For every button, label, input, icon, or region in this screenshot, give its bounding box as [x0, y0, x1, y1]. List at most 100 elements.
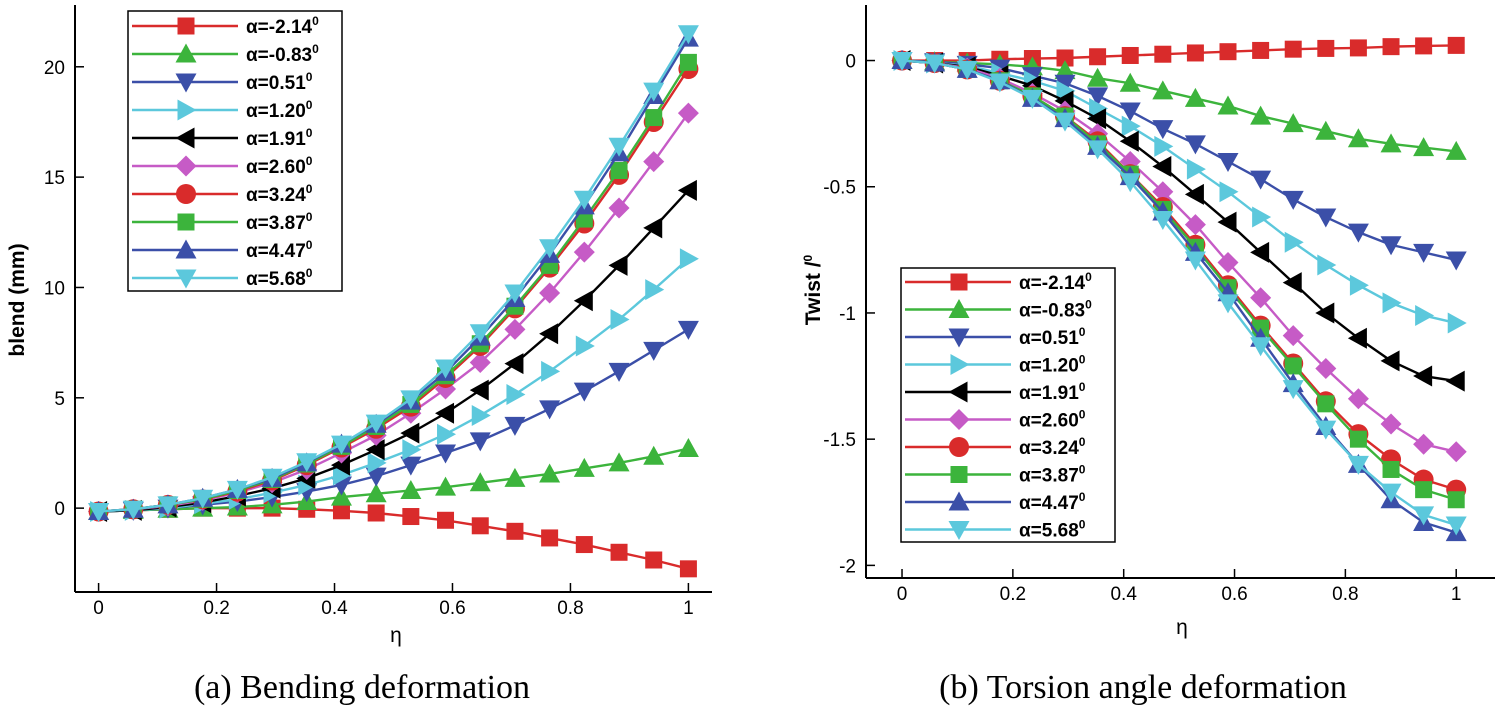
a-x-tick-label: 0.8	[557, 598, 583, 619]
b-data-point	[1282, 380, 1304, 400]
b-legend-label: α=1.910	[1019, 380, 1086, 404]
b-data-point	[1154, 135, 1174, 157]
a-data-point	[575, 335, 595, 357]
a-x-tick-label: 0	[93, 598, 104, 619]
a-data-point	[645, 109, 663, 127]
b-data-point	[1250, 105, 1272, 125]
a-data-point	[330, 454, 350, 476]
a-data-point	[679, 560, 697, 578]
b-x-tick-label: 0.6	[1221, 584, 1247, 605]
b-data-point	[1284, 357, 1302, 375]
b-data-point	[1219, 181, 1239, 203]
b-data-point	[1217, 211, 1237, 233]
a-legend: α=-2.140 α=-0.830 α=0.510 α=1.200 α=1.910 α=2…	[127, 10, 343, 292]
b-data-point	[1119, 130, 1139, 152]
b-data-point	[1154, 45, 1172, 63]
a-data-point	[643, 151, 665, 173]
b-legend-marker	[950, 354, 970, 375]
b-data-point	[1252, 206, 1272, 228]
b-y-tick-label: -0.5	[823, 178, 856, 199]
a-data-point	[435, 444, 457, 464]
b-data-point	[1445, 251, 1467, 271]
a-data-point	[469, 472, 491, 492]
b-data-point	[924, 54, 946, 74]
b-data-point	[1184, 135, 1206, 155]
b-data-point	[1056, 80, 1076, 102]
a-y-tick-label: 20	[44, 58, 65, 79]
b-data-point	[1252, 41, 1270, 59]
b-data-point	[1415, 481, 1433, 499]
b-data-point	[1152, 156, 1172, 178]
a-data-point	[400, 479, 422, 499]
b-data-point	[1380, 236, 1402, 256]
b-data-point	[1347, 223, 1369, 243]
b-data-point	[1413, 365, 1433, 387]
b-x-tick-label: 0.8	[1332, 584, 1358, 605]
b-x-tick-label: 1	[1451, 584, 1462, 605]
b-y-tick-label: -1.5	[823, 430, 856, 451]
b-data-point	[1317, 395, 1335, 413]
a-legend-label: α=-2.140	[246, 14, 319, 38]
a-data-point	[365, 439, 385, 461]
a-data-point	[332, 464, 352, 486]
a-series-line	[98, 257, 690, 513]
a-data-point	[573, 457, 595, 477]
b-legend-marker	[948, 299, 970, 318]
b-legend-label: α=0.510	[1019, 325, 1086, 349]
a-data-point	[575, 210, 593, 228]
a-data-point	[679, 53, 697, 71]
b-series-2	[891, 52, 1467, 271]
b-data-point	[1282, 272, 1302, 294]
a-data-point	[504, 284, 526, 304]
a-legend-marker	[177, 99, 197, 121]
b-data-point	[1382, 292, 1402, 314]
b-data-point	[1054, 74, 1076, 94]
b-y-axis-label: Twist /0	[801, 254, 825, 325]
a-data-point	[367, 504, 385, 522]
a-data-point	[435, 402, 455, 424]
a-data-point	[261, 468, 283, 488]
a-data-point	[573, 241, 595, 263]
b-legend-label: α=1.200	[1019, 353, 1086, 377]
a-data-point	[330, 486, 352, 506]
a-data-point	[573, 190, 595, 210]
b-data-point	[1217, 294, 1239, 314]
a-data-point	[435, 359, 457, 379]
a-legend-marker	[176, 184, 196, 204]
a-y-tick-label: 0	[54, 499, 65, 520]
b-data-point	[1413, 243, 1435, 263]
torsion-chart: 0 0.2 0.4 0.6 0.8 1 0 -0.5 -1 -1.5 -2 α=-2.140 α=-0…	[801, 5, 1495, 706]
b-y-tick-label: -1	[839, 304, 856, 325]
a-data-point	[573, 290, 593, 312]
a-y-tick-label: 15	[44, 168, 65, 189]
b-data-point	[1087, 140, 1109, 160]
b-data-point	[1380, 350, 1400, 372]
b-legend-label: α=4.470	[1019, 490, 1086, 514]
a-data-point	[469, 324, 491, 344]
a-data-point	[677, 102, 699, 124]
a-legend-marker	[175, 155, 197, 177]
a-data-point	[469, 432, 491, 452]
b-data-point	[1347, 388, 1369, 410]
a-legend-label: α=5.680	[246, 266, 313, 290]
b-data-point	[1250, 337, 1272, 357]
a-series-5	[88, 102, 699, 522]
a-data-point	[677, 320, 699, 340]
b-data-point	[1282, 190, 1304, 210]
b-data-point	[1382, 460, 1400, 478]
a-data-point	[645, 279, 665, 301]
b-legend-label: α=2.600	[1019, 408, 1086, 432]
a-data-point	[400, 390, 422, 410]
b-data-point	[1315, 420, 1337, 440]
a-data-point	[677, 179, 697, 201]
a-legend-box	[127, 10, 343, 292]
b-data-point	[1087, 67, 1109, 87]
a-x-tick-label: 0.4	[321, 598, 348, 619]
a-data-point	[541, 529, 559, 547]
b-legend-label: α=-0.830	[1019, 298, 1092, 322]
a-data-point	[504, 318, 526, 340]
b-data-point	[1021, 89, 1043, 109]
b-legend-marker	[948, 521, 970, 540]
a-data-point	[437, 423, 457, 445]
b-legend-box	[900, 267, 1116, 543]
